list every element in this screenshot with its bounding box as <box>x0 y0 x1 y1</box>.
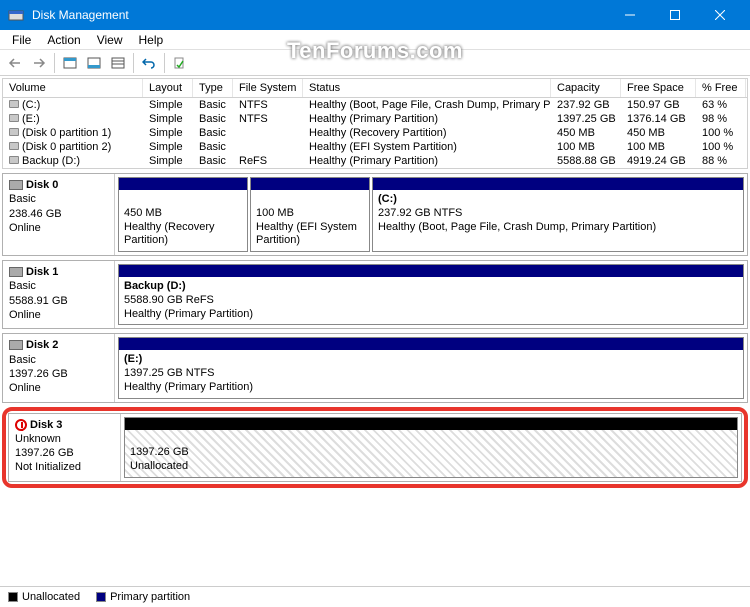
properties-icon[interactable] <box>169 52 191 74</box>
volume-header: Volume Layout Type File System Status Ca… <box>3 79 747 98</box>
maximize-button[interactable] <box>652 0 697 30</box>
back-button[interactable] <box>4 52 26 74</box>
col-pctfree[interactable]: % Free <box>696 79 746 97</box>
volume-row[interactable]: (Disk 0 partition 2)SimpleBasicHealthy (… <box>3 140 747 154</box>
menu-action[interactable]: Action <box>39 31 88 49</box>
disk-3[interactable]: Disk 3 Unknown1397.26 GBNot Initialized … <box>8 413 742 482</box>
close-button[interactable] <box>697 0 742 30</box>
disk-0-partition-1[interactable]: 450 MBHealthy (Recovery Partition) <box>118 177 248 252</box>
legend-primary: Primary partition <box>96 591 190 603</box>
disk-2[interactable]: Disk 2 Basic1397.26 GBOnline (E:)1397.25… <box>2 333 748 402</box>
disk-1-partition-1[interactable]: Backup (D:)5588.90 GB ReFSHealthy (Prima… <box>118 264 744 325</box>
disk-0[interactable]: Disk 0 Basic238.46 GBOnline 450 MBHealth… <box>2 173 748 256</box>
disk-2-label: Disk 2 Basic1397.26 GBOnline <box>3 334 115 401</box>
disk-1-label: Disk 1 Basic5588.91 GBOnline <box>3 261 115 328</box>
disk-icon <box>9 340 23 350</box>
app-icon <box>8 7 24 23</box>
disk-icon <box>9 180 23 190</box>
refresh-icon[interactable] <box>138 52 160 74</box>
disk-3-label: Disk 3 Unknown1397.26 GBNot Initialized <box>9 414 121 481</box>
col-status[interactable]: Status <box>303 79 551 97</box>
disk-icon <box>9 267 23 277</box>
disk-0-label: Disk 0 Basic238.46 GBOnline <box>3 174 115 255</box>
disk-1[interactable]: Disk 1 Basic5588.91 GBOnline Backup (D:)… <box>2 260 748 329</box>
disk-0-partition-3[interactable]: (C:)237.92 GB NTFSHealthy (Boot, Page Fi… <box>372 177 744 252</box>
volume-row[interactable]: Backup (D:)SimpleBasicReFSHealthy (Prima… <box>3 154 747 168</box>
minimize-button[interactable] <box>607 0 652 30</box>
volume-row[interactable]: (E:)SimpleBasicNTFSHealthy (Primary Part… <box>3 112 747 126</box>
disk-0-partition-2[interactable]: 100 MBHealthy (EFI System Partition) <box>250 177 370 252</box>
menu-view[interactable]: View <box>89 31 131 49</box>
forward-button[interactable] <box>28 52 50 74</box>
legend-unallocated: Unallocated <box>8 591 80 603</box>
error-icon <box>15 419 27 431</box>
legend: Unallocated Primary partition <box>0 586 750 607</box>
disk-3-partition-1[interactable]: 1397.26 GBUnallocated <box>124 417 738 478</box>
col-volume[interactable]: Volume <box>3 79 143 97</box>
col-capacity[interactable]: Capacity <box>551 79 621 97</box>
col-filesystem[interactable]: File System <box>233 79 303 97</box>
volume-table: Volume Layout Type File System Status Ca… <box>2 78 748 169</box>
disk-2-partition-1[interactable]: (E:)1397.25 GB NTFSHealthy (Primary Part… <box>118 337 744 398</box>
settings-icon[interactable] <box>107 52 129 74</box>
menu-file[interactable]: File <box>4 31 39 49</box>
window-title: Disk Management <box>32 8 607 22</box>
menu-help[interactable]: Help <box>131 31 172 49</box>
volume-row[interactable]: (Disk 0 partition 1)SimpleBasicHealthy (… <box>3 126 747 140</box>
view-top-icon[interactable] <box>59 52 81 74</box>
volume-row[interactable]: (C:)SimpleBasicNTFSHealthy (Boot, Page F… <box>3 98 747 112</box>
col-type[interactable]: Type <box>193 79 233 97</box>
highlight-annotation: Disk 3 Unknown1397.26 GBNot Initialized … <box>2 407 748 488</box>
col-freespace[interactable]: Free Space <box>621 79 696 97</box>
titlebar: Disk Management <box>0 0 750 30</box>
disk-area: Disk 0 Basic238.46 GBOnline 450 MBHealth… <box>2 173 748 488</box>
col-layout[interactable]: Layout <box>143 79 193 97</box>
toolbar <box>0 50 750 76</box>
view-bottom-icon[interactable] <box>83 52 105 74</box>
menubar: File Action View Help <box>0 30 750 50</box>
